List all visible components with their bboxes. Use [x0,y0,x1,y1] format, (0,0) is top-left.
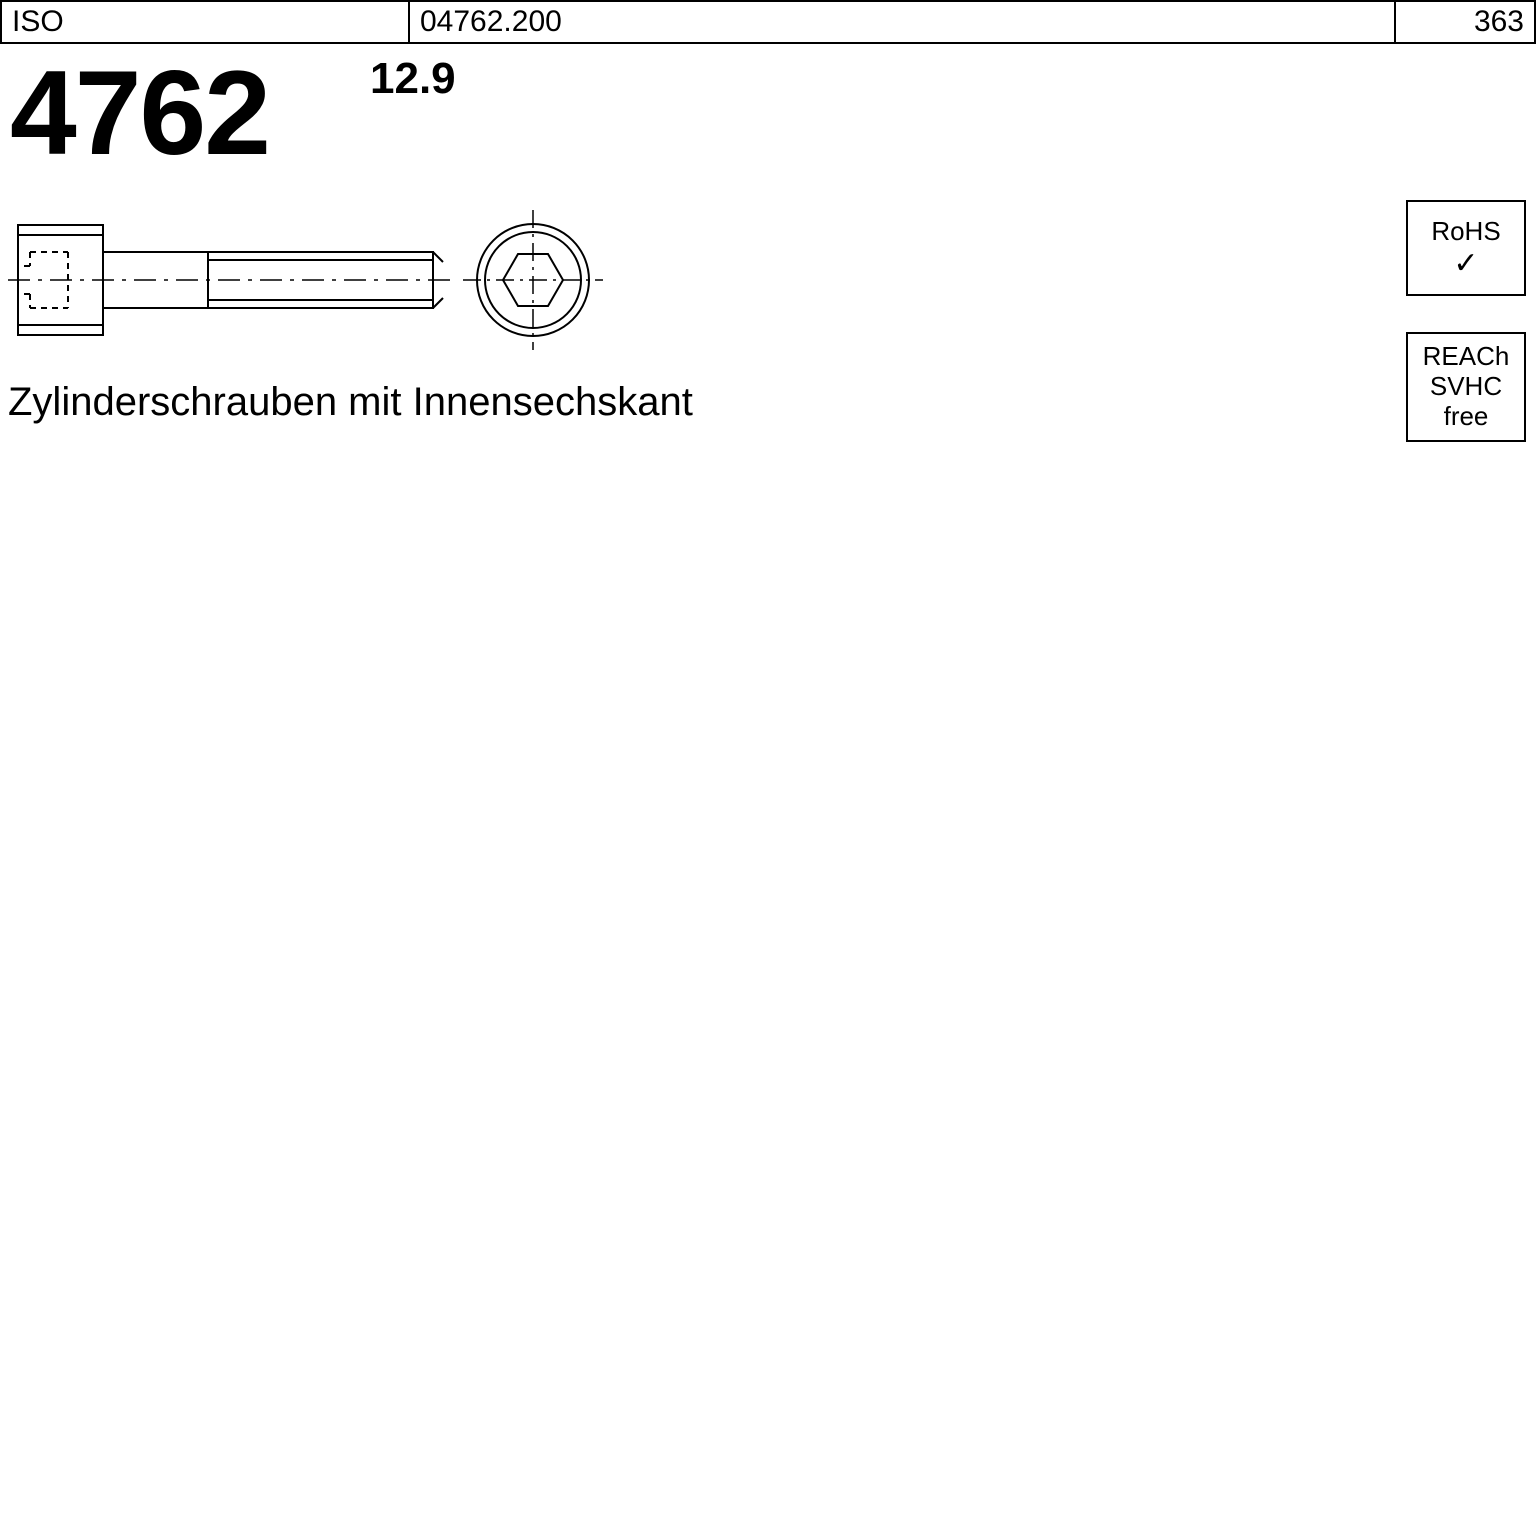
reach-badge: REACh SVHC free [1406,332,1526,442]
rohs-label: RoHS [1431,217,1500,247]
header-standard: ISO [0,2,410,42]
reach-line3: free [1444,402,1489,432]
rohs-badge: RoHS ✓ [1406,200,1526,296]
reach-line1: REACh [1423,342,1510,372]
header-code: 04762.200 [410,2,1396,42]
product-description: Zylinderschrauben mit Innensechskant [8,380,693,425]
check-icon: ✓ [1453,249,1478,279]
technical-drawing [8,210,608,350]
strength-grade: 12.9 [370,54,456,104]
standard-number: 4762 [10,44,269,182]
header-page: 363 [1396,2,1536,42]
header-row: ISO 04762.200 363 [0,0,1536,44]
reach-line2: SVHC [1430,372,1502,402]
